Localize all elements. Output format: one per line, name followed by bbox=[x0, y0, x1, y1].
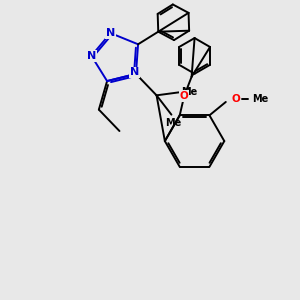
Text: N: N bbox=[130, 68, 139, 77]
Text: Me: Me bbox=[181, 87, 197, 98]
Text: O: O bbox=[232, 94, 241, 104]
Text: N: N bbox=[106, 28, 115, 38]
Text: N: N bbox=[87, 51, 96, 61]
Text: Me: Me bbox=[165, 118, 181, 128]
Text: O: O bbox=[180, 91, 189, 101]
Text: Me: Me bbox=[253, 94, 269, 104]
